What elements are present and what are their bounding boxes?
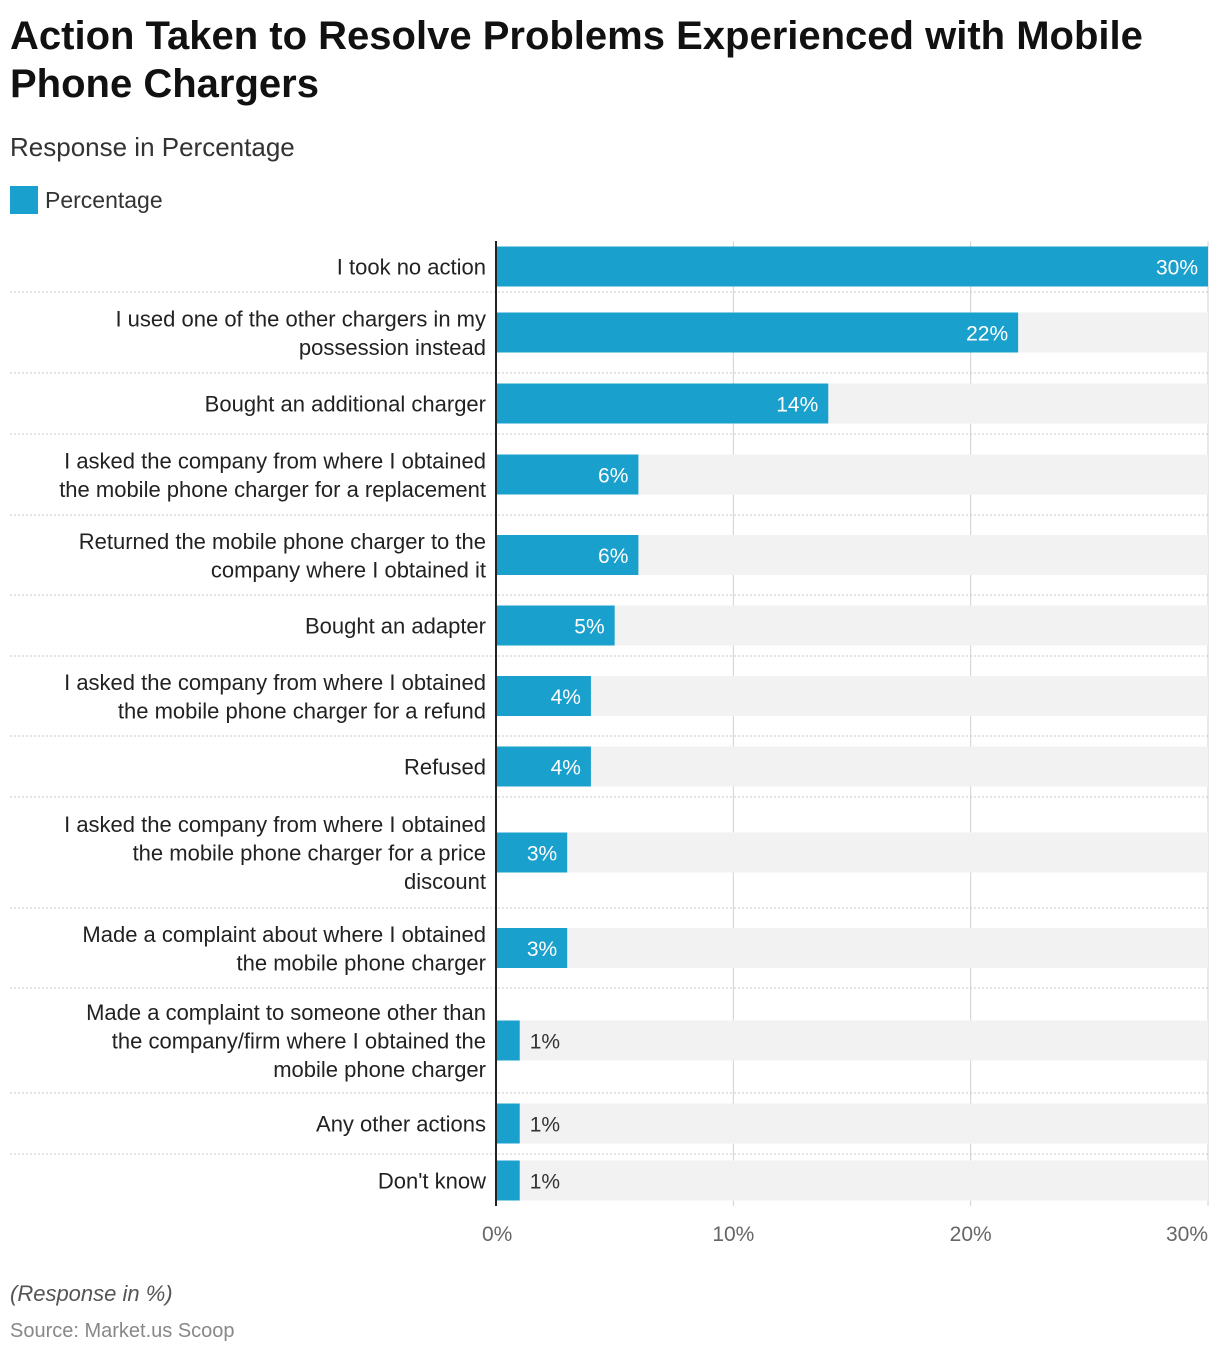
bar-track [496, 928, 1208, 968]
chart-subtitle: Response in Percentage [10, 132, 295, 162]
value-label: 3% [527, 938, 557, 961]
value-label: 5% [574, 616, 604, 639]
x-tick-label: 20% [950, 1223, 992, 1246]
bar [496, 832, 568, 873]
bar [496, 454, 639, 495]
x-axis-ticks: 0% 10% 20% 30% [482, 1223, 1208, 1246]
x-tick-label: 0% [482, 1223, 512, 1246]
bar-track [496, 832, 1208, 873]
value-label: 6% [598, 545, 628, 568]
category-label: I asked the company from where I obtaine… [64, 812, 486, 894]
category-label: Made a complaint about where I obtained t… [82, 922, 486, 976]
category-label: Any other actions [316, 1112, 486, 1137]
bar [496, 1020, 520, 1061]
bar-track [496, 1020, 1208, 1061]
value-label: 1% [530, 1031, 560, 1054]
value-label: 22% [966, 323, 1008, 346]
bar [496, 746, 591, 787]
x-tick-label: 10% [712, 1223, 754, 1246]
footnote: (Response in %) [10, 1281, 173, 1306]
value-label: 1% [530, 1171, 560, 1194]
bar-chart: I took no action I used one of the other … [10, 241, 1209, 1246]
legend-label: Percentage [45, 186, 163, 213]
chart-title: Action Taken to Resolve Problems Experie… [10, 14, 1143, 106]
x-tick-label: 30% [1166, 1223, 1208, 1246]
value-label: 3% [527, 843, 557, 866]
bar [496, 928, 568, 968]
category-labels: I took no action I used one of the other … [59, 255, 486, 1194]
category-label: I used one of the other chargers in my po… [115, 306, 486, 360]
bar [496, 246, 1208, 287]
value-label: 30% [1156, 257, 1198, 280]
category-label: Don't know [378, 1169, 486, 1194]
value-label: 4% [551, 757, 581, 780]
value-label: 6% [598, 465, 628, 488]
source-credit: Source: Market.us Scoop [10, 1320, 235, 1342]
value-label: 4% [551, 686, 581, 709]
category-label: I asked the company from where I obtaine… [59, 448, 486, 502]
legend: Percentage [10, 186, 163, 214]
category-label: I asked the company from where I obtaine… [64, 670, 486, 724]
bar [496, 605, 615, 646]
bar [496, 312, 1019, 353]
value-label: 1% [530, 1114, 560, 1137]
category-label: Bought an additional charger [205, 392, 486, 417]
value-label: 14% [776, 394, 818, 417]
bars [496, 246, 1208, 1201]
legend-swatch [10, 186, 38, 214]
category-label: Refused [404, 755, 486, 780]
bar-track [496, 1160, 1208, 1201]
bar [496, 1160, 520, 1201]
bar-track [496, 676, 1208, 716]
category-label: Bought an adapter [305, 614, 486, 639]
category-label: Made a complaint to someone other than th… [86, 1000, 486, 1082]
bar-track [496, 746, 1208, 787]
category-label: Returned the mobile phone charger to the… [79, 529, 486, 583]
bar-track [496, 1103, 1208, 1144]
bar [496, 676, 591, 716]
bar [496, 1103, 520, 1144]
value-labels: 30% 22% 14% 6% 6% 5% 4% 4% 3% 3% 1% 1% 1% [527, 257, 1198, 1194]
bar [496, 383, 829, 424]
bar [496, 535, 639, 575]
category-label: I took no action [337, 255, 486, 280]
